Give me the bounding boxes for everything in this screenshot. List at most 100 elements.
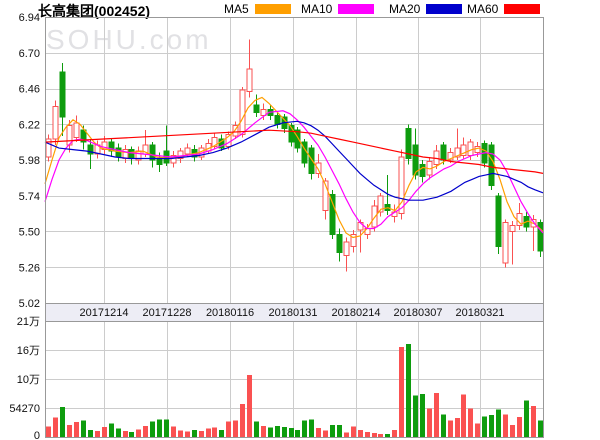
volume-bar (434, 392, 439, 437)
candle-down (218, 138, 225, 149)
volume-bar (503, 414, 508, 437)
volume-bar (344, 432, 349, 437)
candles (45, 39, 544, 272)
volume-bar (240, 403, 245, 437)
volume-bar (510, 424, 515, 437)
date-label: 20180307 (394, 307, 443, 319)
legend-ma60-label: MA60 (467, 2, 499, 16)
volume-bar (302, 420, 307, 437)
price-axis-label: 5.26 (19, 262, 40, 274)
volume-bar (351, 426, 356, 437)
date-label: 20171214 (80, 307, 129, 319)
volume-bar (60, 407, 65, 437)
ma60-swatch (504, 4, 541, 14)
candle-up (509, 225, 516, 233)
candle-up (474, 146, 481, 154)
volume-bar (136, 429, 141, 437)
volume-bar (109, 423, 114, 437)
volume-bar (295, 429, 300, 437)
volume-bar (102, 427, 107, 437)
volume-bar (427, 408, 432, 437)
date-label: 20180116 (206, 307, 254, 319)
date-label: 20180214 (332, 307, 381, 319)
volume-bar (524, 400, 529, 437)
volume-bar (406, 344, 411, 437)
volume-bar (399, 346, 404, 437)
legend-ma5: MA5 (224, 2, 291, 16)
volume-bar (185, 431, 190, 437)
candle-down (149, 144, 156, 161)
candle-up (322, 180, 329, 212)
ma5-swatch (254, 4, 291, 14)
price-axis-label: 6.22 (19, 119, 40, 131)
legend-ma10: MA10 (301, 2, 375, 16)
ma10-swatch (338, 4, 375, 14)
volume-bar (496, 409, 501, 437)
volume-bar (385, 433, 390, 437)
candle-up (239, 89, 246, 136)
volume-bar (448, 420, 453, 437)
candle-up (350, 233, 357, 247)
volume-bar (330, 424, 335, 437)
volume-bar (289, 428, 294, 437)
ma20-swatch (426, 4, 463, 14)
chart-title: 长高集团(002452) (38, 3, 151, 19)
volume-bar (88, 429, 93, 437)
volume-bar (199, 430, 204, 437)
volume-bar (378, 433, 383, 437)
candle-up (343, 241, 350, 256)
volume-bar (157, 419, 162, 437)
candle-up (398, 156, 405, 215)
volume-bar (226, 421, 231, 437)
candle-down (59, 71, 66, 118)
ma60-line (44, 129, 544, 174)
candle-down (288, 125, 295, 143)
axis-labels: 6.94 6.70 6.46 6.22 5.98 5.74 5.50 5.26 5.02 21万 1… (9, 12, 40, 440)
ma10-line (44, 110, 544, 234)
candle-up (315, 162, 322, 174)
volume-bar (358, 429, 363, 437)
ma-legend: MA5 MA10 MA20 MA60 (0, 0, 600, 16)
volume-axis-label: 0 (34, 430, 40, 440)
candle-down (440, 144, 447, 161)
volume-bar (178, 430, 183, 437)
candle-down (253, 104, 260, 113)
date-label: 20180131 (269, 307, 318, 319)
candle-up (73, 122, 80, 139)
volume-bar (171, 426, 176, 437)
candle-up (260, 108, 267, 116)
candle-down (274, 114, 281, 125)
volume-axis-label: 54270 (9, 403, 40, 415)
volume-bar (206, 428, 211, 437)
volume-bar (392, 429, 397, 437)
candle-down (308, 147, 315, 174)
volume-bar (150, 421, 155, 437)
candle-up (467, 141, 474, 157)
volume-bars (46, 344, 543, 437)
volume-bar (123, 430, 128, 437)
candle-down (108, 141, 115, 152)
legend-ma20-label: MA20 (389, 2, 421, 16)
candle-up (170, 155, 177, 164)
pane-borders (45, 17, 544, 438)
volume-bar (268, 427, 273, 437)
candle-up (460, 144, 467, 157)
volume-bar (531, 406, 536, 437)
volume-bar (261, 425, 266, 437)
volume-axis-label: 10万 (17, 374, 40, 386)
volume-bar (164, 419, 169, 437)
candle-down (412, 144, 419, 176)
volume-bar (95, 430, 100, 437)
candle-up (177, 150, 184, 160)
candle-down (87, 144, 94, 155)
candle-up (211, 137, 218, 148)
candle-down (156, 158, 163, 165)
volume-bar (192, 429, 197, 437)
volume-bar (420, 393, 425, 437)
volume-axis-label: 16万 (17, 345, 40, 357)
volume-bar (53, 417, 58, 437)
candle-down (495, 195, 502, 247)
volume-bar (233, 420, 238, 437)
volume-bar (309, 419, 314, 437)
